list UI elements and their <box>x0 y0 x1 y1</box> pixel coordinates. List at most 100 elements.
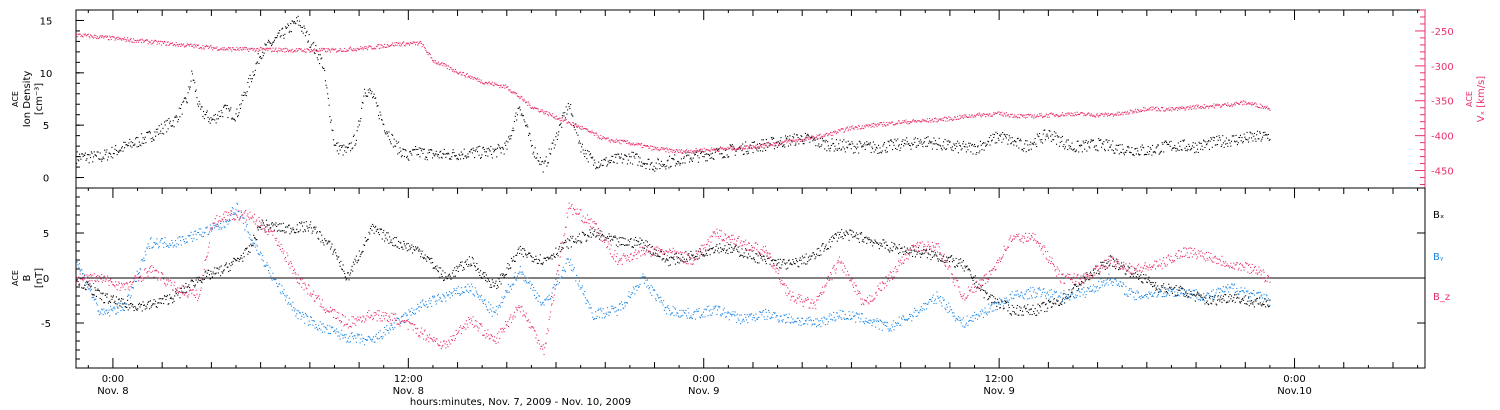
bx-point <box>1194 294 1196 296</box>
ion-density-point <box>257 53 259 55</box>
bx-point <box>712 247 714 249</box>
bx-point <box>518 247 520 249</box>
vx-point <box>969 116 971 118</box>
vx-point <box>549 113 551 115</box>
vx-point <box>1088 112 1090 114</box>
vx-point <box>1252 104 1254 106</box>
ion-density-point <box>147 131 149 133</box>
ion-density-point <box>515 112 517 114</box>
vx-point <box>1197 104 1199 106</box>
right-tick-label: -300 <box>1431 62 1454 73</box>
bx-point <box>586 239 588 241</box>
ion-density-point <box>858 140 860 142</box>
vx-point <box>717 150 719 152</box>
vx-point <box>1246 103 1248 105</box>
vx-point <box>632 142 634 144</box>
bx-point <box>500 283 502 285</box>
vx-point <box>674 151 676 153</box>
vx-point <box>341 50 343 52</box>
vx-point <box>717 149 719 151</box>
vx-point <box>599 138 601 140</box>
vx-point <box>509 89 511 91</box>
vx-point <box>979 113 981 115</box>
bx-point <box>533 261 535 263</box>
bx-point <box>225 262 227 264</box>
ion-density-point <box>530 145 532 147</box>
ion-density-point <box>910 148 912 150</box>
ion-density-point <box>1267 137 1269 139</box>
vx-point <box>909 121 911 123</box>
vx-axis-label-line: Vₓ [km/s] <box>1476 76 1487 122</box>
ion-density-point <box>172 120 174 122</box>
ion-density-point <box>625 155 627 157</box>
ion-density-point <box>258 62 260 64</box>
bx-point <box>304 229 306 231</box>
ion-density-point <box>876 147 878 149</box>
ion-density-point <box>540 164 542 166</box>
bx-point <box>1093 272 1095 274</box>
vx-point <box>1053 113 1055 115</box>
ion-density-point <box>645 168 647 170</box>
ion-density-point <box>717 149 719 151</box>
ion-density-point <box>310 44 312 46</box>
vx-point <box>965 114 967 116</box>
bx-point <box>672 257 674 259</box>
bx-point <box>992 301 994 303</box>
bx-point <box>1242 299 1244 301</box>
ion-density-point <box>1104 150 1106 152</box>
vx-point <box>409 41 411 43</box>
ion-density-point <box>802 143 804 145</box>
bx-point <box>1240 300 1242 302</box>
bx-point <box>637 240 639 242</box>
ion-density-point <box>774 145 776 147</box>
ion-density-point <box>197 105 199 107</box>
vx-point <box>273 50 275 52</box>
vx-point <box>177 45 179 47</box>
bx-point <box>1032 304 1034 306</box>
bx-point <box>977 286 979 288</box>
ion-density-point <box>97 151 99 153</box>
ion-density-point <box>354 144 356 146</box>
vx-point <box>1242 104 1244 106</box>
ion-density-point <box>592 156 594 158</box>
ion-density-point <box>460 151 462 153</box>
ion-density-point <box>402 148 404 150</box>
vx-point <box>465 73 467 75</box>
ion-density-point <box>887 140 889 142</box>
vx-point <box>592 132 594 134</box>
bx-point <box>333 251 335 253</box>
vx-point <box>300 48 302 50</box>
ion-density-point <box>1088 146 1090 148</box>
ion-density-point <box>409 150 411 152</box>
bx-point <box>568 239 570 241</box>
ion-density-point <box>1171 149 1173 151</box>
bx-point <box>752 258 754 260</box>
ion-density-point <box>220 110 222 112</box>
vx-point <box>898 120 900 122</box>
bx-point <box>827 248 829 250</box>
vx-point <box>905 119 907 121</box>
ion-density-point <box>1253 135 1255 137</box>
by-point <box>104 311 106 313</box>
ion-density-point <box>200 106 202 108</box>
ion-density-point <box>833 150 835 152</box>
bx-point <box>881 245 883 247</box>
density-axis-label-line: Ion Density <box>22 71 33 128</box>
vx-point <box>903 122 905 124</box>
vx-point <box>1067 112 1069 114</box>
bx-point <box>254 237 256 239</box>
ion-density-point <box>860 143 862 145</box>
vx-point <box>1227 102 1229 104</box>
vx-point <box>241 49 243 51</box>
bx-point <box>880 245 882 247</box>
bx-point <box>494 285 496 287</box>
bx-point <box>1180 285 1182 287</box>
bx-point <box>651 253 653 255</box>
bx-point <box>807 256 809 258</box>
vx-point <box>115 37 117 39</box>
ion-density-point <box>1253 132 1255 134</box>
vx-point <box>1000 114 1002 116</box>
vx-point <box>1036 114 1038 116</box>
ion-density-point <box>1171 147 1173 149</box>
bx-point <box>231 261 233 263</box>
